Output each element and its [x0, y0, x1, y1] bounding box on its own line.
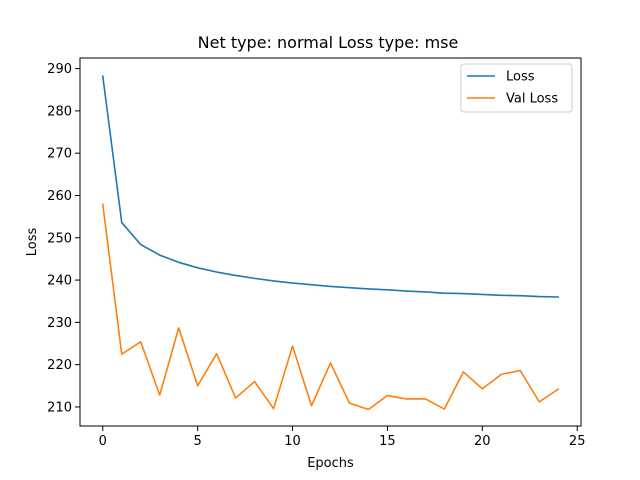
x-tick-label: 0	[99, 434, 107, 449]
y-tick-label: 270	[47, 147, 72, 162]
x-tick-label: 20	[474, 434, 491, 449]
y-axis-label: Loss	[25, 228, 40, 257]
x-tick-label: 15	[379, 434, 396, 449]
x-axis-label: Epochs	[307, 456, 354, 471]
series-group	[101, 75, 560, 411]
legend: Loss Val Loss	[460, 63, 573, 113]
y-tick-label: 210	[47, 400, 72, 415]
y-axis: 210 220 230 240 250 260 270 280 290	[47, 62, 80, 415]
x-tick-label: 10	[284, 434, 301, 449]
y-tick-label: 280	[47, 104, 72, 119]
plot-frame	[79, 57, 582, 427]
series-line-val-loss	[101, 203, 560, 411]
series-line-loss	[101, 75, 560, 298]
y-tick-label: 250	[47, 231, 72, 246]
x-tick-label: 5	[194, 434, 202, 449]
legend-label: Loss	[506, 70, 535, 85]
legend-label: Val Loss	[506, 92, 558, 107]
y-tick-label: 260	[47, 189, 72, 204]
y-tick-label: 230	[47, 316, 72, 331]
y-tick-label: 290	[47, 62, 72, 77]
y-tick-label: 240	[47, 274, 72, 289]
x-tick-label: 25	[569, 434, 586, 449]
chart-title: Net type: normal Loss type: mse	[198, 33, 459, 52]
x-axis: 0 5 10 15 20 25	[99, 426, 586, 449]
y-tick-label: 220	[47, 358, 72, 373]
